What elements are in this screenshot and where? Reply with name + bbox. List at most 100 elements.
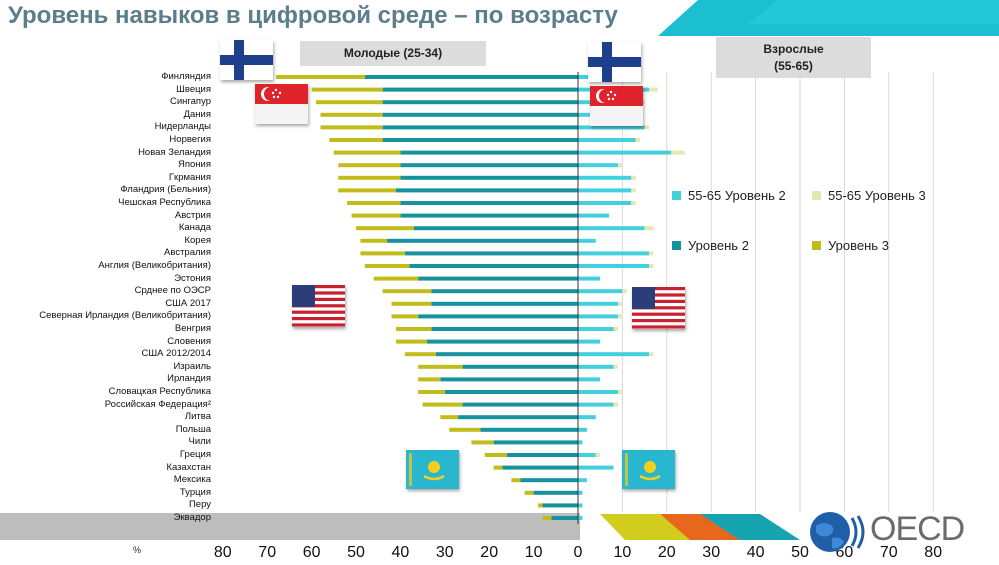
bar-adults-level2 (578, 453, 596, 457)
bar-adults-level2 (578, 264, 650, 268)
bar-adults-level2 (578, 490, 583, 495)
category-label: Сингапур (169, 96, 211, 108)
category-label: Корея (184, 234, 211, 246)
bar-young-level3 (329, 138, 383, 142)
bar-young-level3 (418, 390, 445, 394)
category-label: Чешская Республика (118, 197, 211, 208)
bar-young-level2 (382, 138, 578, 142)
bar-adults-level2 (578, 339, 601, 344)
finland-flag-icon (220, 40, 273, 80)
bar-adults-level2 (578, 327, 614, 331)
bar-young-level3 (524, 490, 534, 495)
bar-young-level2 (533, 490, 578, 495)
category-label: США 2012/2014 (141, 348, 211, 360)
bar-adults-level2 (578, 138, 636, 142)
bar-young-level3 (382, 289, 432, 294)
legend-label-old-level2: 55-65 Уровень 2 (688, 188, 786, 203)
tick-label: 40 (392, 544, 410, 561)
bar-young-level2 (418, 314, 578, 319)
bar-adults-level3 (622, 289, 627, 294)
category-label: Словацкая Республика (108, 386, 211, 397)
category-label: Фландрия (Бельния) (120, 184, 211, 196)
bar-young-level2 (382, 125, 578, 130)
bar-adults-level3 (644, 226, 654, 231)
category-label: Северная Ирландия (Великобритания) (39, 310, 211, 322)
bar-young-level3 (351, 213, 401, 218)
tick-label: 80 (924, 544, 942, 561)
bar-young-level3 (320, 112, 383, 117)
bar-adults-level2 (578, 238, 596, 243)
bar-young-level2 (431, 301, 578, 306)
bar-adults-level2 (578, 415, 596, 420)
bar-young-level2 (458, 415, 578, 420)
bar-adults-level3 (617, 163, 623, 168)
bar-young-level3 (338, 175, 401, 180)
bar-young-level3 (320, 125, 383, 130)
bar-adults-level3 (649, 251, 654, 256)
bar-young-level2 (427, 339, 578, 344)
bar-young-level3 (395, 339, 428, 344)
bar-young-level3 (404, 352, 436, 357)
bar-adults-level2 (578, 150, 672, 155)
bar-adults-level3 (635, 138, 641, 142)
bar-adults-level2 (578, 440, 583, 445)
bar-adults-level2 (578, 301, 618, 306)
bar-young-level2 (364, 75, 578, 79)
bar-adults-level3 (617, 301, 623, 306)
bar-adults-level2 (578, 251, 650, 256)
category-label: Чили (188, 436, 212, 448)
category-label: Дания (183, 108, 211, 120)
bar-adults-level2 (578, 377, 601, 382)
bar-adults-level3 (617, 314, 623, 319)
bar-adults-level2 (578, 175, 632, 180)
bar-adults-level2 (578, 314, 618, 319)
bar-adults-level3 (631, 201, 636, 205)
bar-adults-level3 (617, 390, 623, 394)
bar-young-level2 (431, 289, 578, 294)
legend-level3: Уровень 3 (812, 238, 889, 253)
category-label: Словения (167, 335, 211, 347)
legend-label-level3: Уровень 3 (828, 238, 889, 253)
bar-young-level2 (409, 264, 578, 268)
tick-label: 80 (214, 544, 232, 561)
usa-flag-icon (632, 287, 685, 329)
legend-label-level2: Уровень 2 (688, 238, 749, 253)
legend-old-level3: 55-65 Уровень 3 (812, 188, 926, 203)
tick-label: 50 (347, 544, 365, 561)
bar-adults-level2 (578, 226, 645, 231)
adults-header: Взрослые (55-65) (716, 37, 871, 78)
bar-young-level3 (338, 188, 396, 193)
category-label: Израиль (173, 360, 211, 372)
bar-adults-level3 (613, 327, 618, 331)
bar-adults-level2 (578, 188, 632, 193)
bar-adults-level3 (649, 264, 654, 268)
bar-young-level2 (502, 465, 578, 470)
bar-adults-level2 (578, 465, 614, 470)
bar-adults-level2 (578, 276, 601, 281)
page-title: Уровень навыков в цифровой среде – по во… (8, 2, 618, 29)
category-label: Мексика (173, 474, 211, 486)
bar-young-level2 (542, 503, 578, 508)
category-label: Срднее по ОЭСР (134, 285, 211, 297)
bar-adults-level2 (578, 427, 587, 432)
bar-young-level3 (542, 516, 552, 520)
bar-young-level2 (435, 352, 578, 357)
tick-label: 0 (574, 544, 583, 561)
category-label: Англия (Великобритания) (98, 260, 211, 271)
category-label: Нидерланды (154, 121, 211, 133)
bar-young-level2 (400, 175, 578, 180)
bar-adults-level3 (631, 175, 636, 180)
bar-young-level3 (391, 314, 419, 319)
category-label: Япония (178, 159, 211, 171)
bar-young-level2 (382, 87, 578, 92)
tick-label: 50 (791, 544, 809, 561)
category-label: Эстония (174, 272, 211, 284)
bar-young-level3 (511, 478, 521, 483)
bar-young-level3 (338, 163, 401, 168)
category-label: Швеция (176, 83, 211, 95)
legend-swatch-level3 (812, 241, 821, 250)
bar-young-level2 (382, 112, 578, 117)
oecd-globe-icon (810, 512, 865, 552)
legend-swatch-level2 (672, 241, 681, 250)
category-label: Финляндия (161, 71, 211, 82)
